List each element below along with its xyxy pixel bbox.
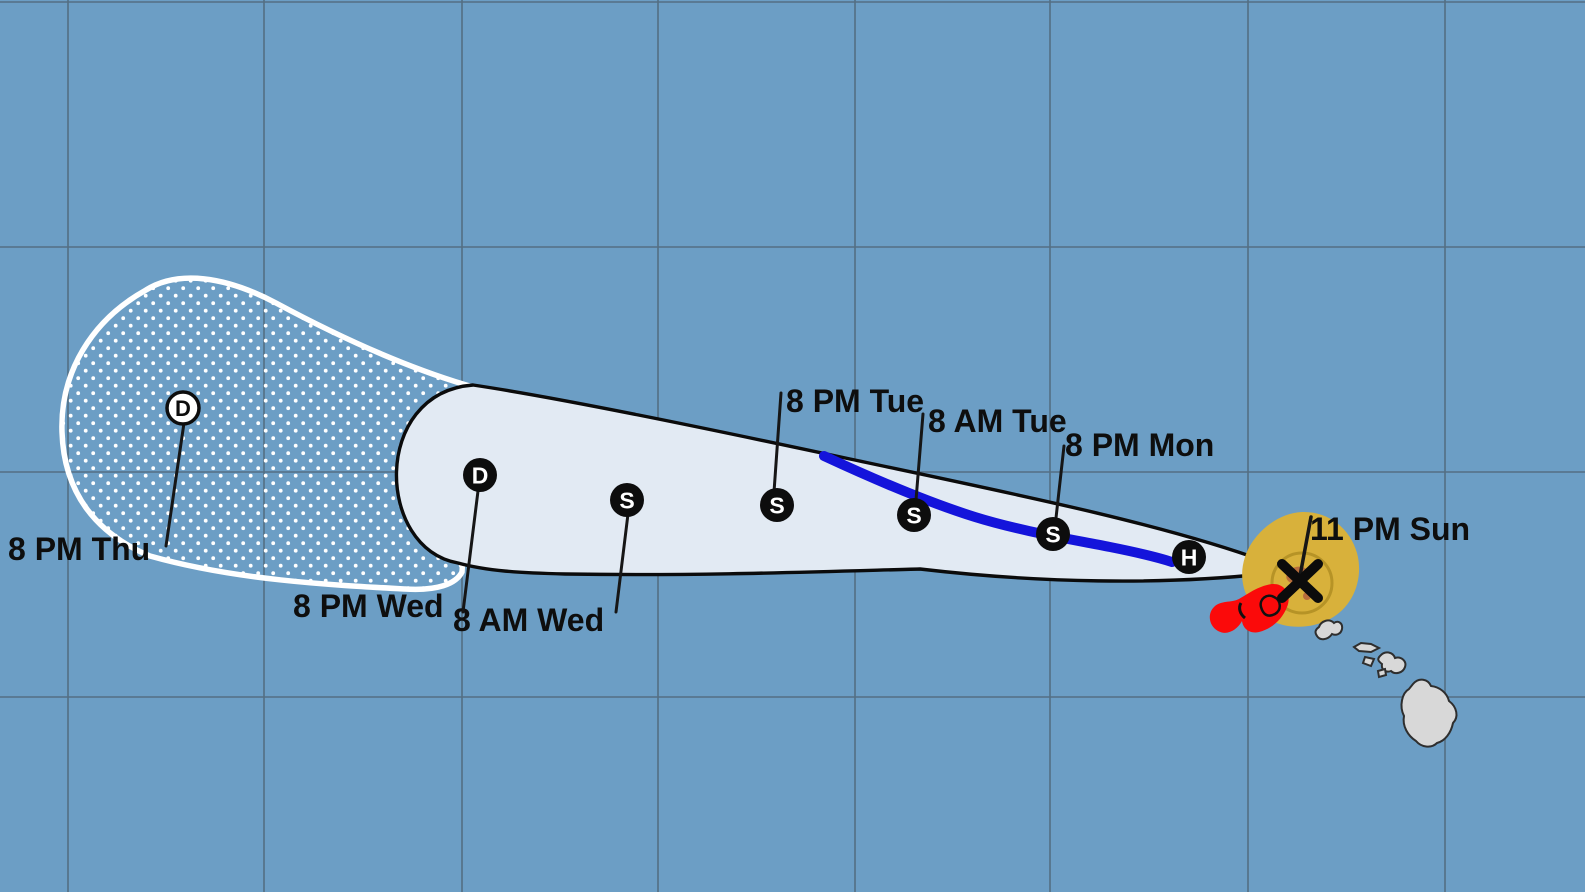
leader-line <box>1054 444 1066 520</box>
current-position: 11 PM Sun <box>1277 511 1470 603</box>
track-point-label: 8 PM Wed <box>293 588 444 624</box>
track-point-label: 8 PM Mon <box>1065 427 1214 463</box>
track-point: S 8 PM Mon <box>1036 427 1214 551</box>
track-point: S 8 AM Wed <box>453 483 644 638</box>
outlook-cone-day4-5 <box>59 275 476 593</box>
leader-line <box>772 391 783 494</box>
track-point-letter: S <box>1045 522 1060 548</box>
track-point: D 8 PM Wed <box>293 458 497 624</box>
niihau-outline <box>1238 602 1246 620</box>
track-point: S 8 PM Tue <box>760 383 924 522</box>
track-point-marker <box>165 390 201 426</box>
hawaii-big-island <box>1400 678 1458 748</box>
track-point-letter: S <box>619 488 634 514</box>
track-point-letter: H <box>1181 545 1198 571</box>
lanai-island <box>1361 655 1376 668</box>
track-point-letter: D <box>175 396 191 421</box>
track-point-letter: S <box>769 493 784 519</box>
maui-island <box>1377 651 1407 675</box>
track-point-marker <box>1036 517 1070 551</box>
track-point-label: 8 AM Tue <box>928 403 1067 439</box>
molokai-island <box>1352 641 1382 654</box>
track-point-letter: D <box>472 463 489 489</box>
track-point-label: 8 PM Thu <box>8 531 150 567</box>
wind-radius-ring <box>1270 551 1334 615</box>
island-group <box>1314 619 1458 748</box>
kauai-outline <box>1259 594 1281 617</box>
track-point-marker <box>463 458 497 492</box>
oahu-island <box>1314 619 1344 641</box>
leader-line <box>914 412 925 502</box>
kahoolawe-island <box>1376 667 1388 679</box>
current-position-label: 11 PM Sun <box>1310 511 1470 547</box>
forecast-points: H S 8 PM Mon S 8 AM Tue S 8 PM Tue S 8 AM Wed D 8 … <box>8 383 1214 638</box>
track-segment-line <box>819 451 1177 567</box>
track-point-marker <box>897 498 931 532</box>
track-point: H <box>1172 540 1206 574</box>
current-position-x-marker <box>1277 559 1323 603</box>
leader-line <box>461 489 480 614</box>
track-point-marker <box>760 488 794 522</box>
track-point-label: 8 PM Tue <box>786 383 924 419</box>
track-point: D 8 PM Thu <box>8 390 201 567</box>
track-point-marker <box>1172 540 1206 574</box>
track-point-letter: S <box>906 503 921 529</box>
track-point: S 8 AM Tue <box>897 403 1067 532</box>
track-point-marker <box>610 483 644 517</box>
track-point-label: 8 AM Wed <box>453 602 604 638</box>
leader-line <box>164 421 186 548</box>
leader-line <box>614 512 630 614</box>
current-leader-line <box>1298 515 1313 578</box>
